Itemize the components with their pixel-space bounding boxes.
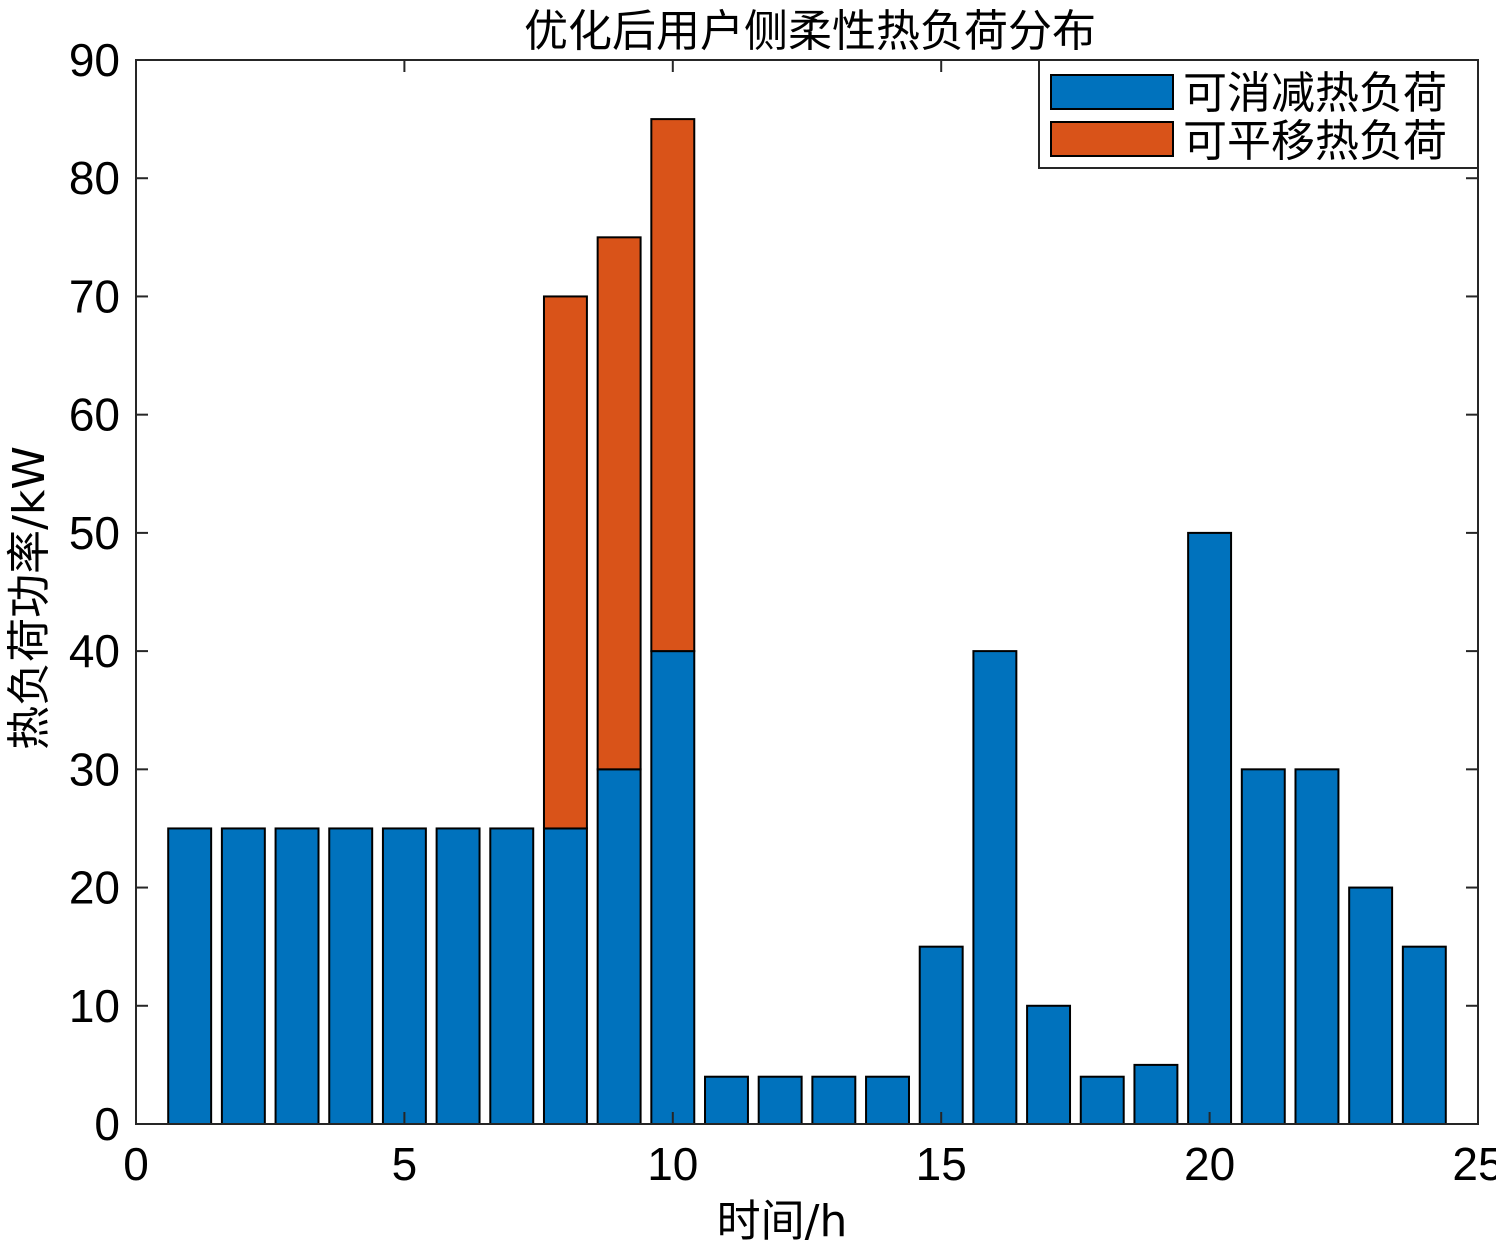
bar-series-2-hour-8	[544, 296, 587, 828]
bar-series-1-hour-21	[1242, 769, 1285, 1124]
x-tick-label: 0	[123, 1138, 149, 1190]
bar-series-1-hour-22	[1295, 769, 1338, 1124]
y-tick-label: 70	[69, 270, 120, 322]
bar-series-1-hour-16	[973, 651, 1016, 1124]
legend: 可消减热负荷 可平移热负荷	[1039, 60, 1478, 168]
bar-series-1-hour-3	[276, 828, 319, 1124]
legend-swatch-series-2	[1051, 122, 1173, 156]
bar-series-1-hour-1	[168, 828, 211, 1124]
bar-series-1-hour-5	[383, 828, 426, 1124]
y-tick-label: 40	[69, 625, 120, 677]
x-tick-label: 10	[647, 1138, 698, 1190]
y-tick-label: 20	[69, 862, 120, 914]
legend-label-series-2: 可平移热负荷	[1183, 116, 1447, 167]
bar-series-1-hour-10	[651, 651, 694, 1124]
x-tick-label: 5	[392, 1138, 418, 1190]
x-tick-label: 20	[1184, 1138, 1235, 1190]
y-tick-label: 10	[69, 980, 120, 1032]
bar-series-1-hour-8	[544, 828, 587, 1124]
bar-series-1-hour-7	[490, 828, 533, 1124]
bar-series-1-hour-11	[705, 1077, 748, 1124]
y-tick-label: 0	[94, 1098, 120, 1150]
bar-series-1-hour-4	[329, 828, 372, 1124]
y-tick-label: 50	[69, 507, 120, 559]
x-tick-label: 25	[1452, 1138, 1496, 1190]
bar-series-1-hour-15	[920, 947, 963, 1124]
bar-series-1-hour-23	[1349, 888, 1392, 1124]
bar-series-1-hour-17	[1027, 1006, 1070, 1124]
legend-swatch-series-1	[1051, 75, 1173, 109]
legend-label-series-1: 可消减热负荷	[1183, 68, 1447, 119]
y-tick-label: 60	[69, 389, 120, 441]
bar-series-1-hour-2	[222, 828, 265, 1124]
bar-series-1-hour-9	[598, 769, 641, 1124]
bar-series-1-hour-18	[1081, 1077, 1124, 1124]
y-tick-label: 90	[69, 34, 120, 86]
chart-title: 优化后用户侧柔性热负荷分布	[524, 6, 1096, 57]
bar-series-1-hour-20	[1188, 533, 1231, 1124]
bar-series-2-hour-10	[651, 119, 694, 651]
bar-series-1-hour-12	[759, 1077, 802, 1124]
x-axis-label: 时间/h	[717, 1196, 848, 1247]
bar-series-1-hour-6	[437, 828, 480, 1124]
bar-series-2-hour-9	[598, 237, 641, 769]
x-tick-label: 15	[916, 1138, 967, 1190]
bar-series-1-hour-24	[1403, 947, 1446, 1124]
bar-series-1-hour-19	[1134, 1065, 1177, 1124]
bar-series-1-hour-14	[866, 1077, 909, 1124]
bar-series-1-hour-13	[812, 1077, 855, 1124]
y-axis-label: 热负荷功率/kW	[4, 446, 55, 750]
y-tick-label: 80	[69, 152, 120, 204]
y-tick-label: 30	[69, 743, 120, 795]
